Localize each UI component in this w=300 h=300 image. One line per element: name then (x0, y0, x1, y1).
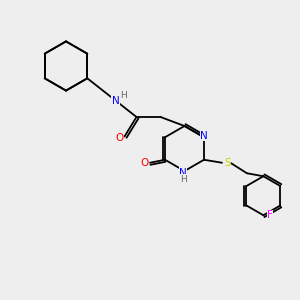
Text: F: F (267, 210, 273, 220)
Text: N: N (200, 131, 208, 141)
Text: N: N (179, 167, 187, 178)
Text: O: O (140, 158, 148, 168)
Text: N: N (112, 95, 119, 106)
Text: H: H (180, 175, 186, 184)
Text: O: O (115, 133, 123, 143)
Text: S: S (224, 158, 231, 168)
Text: H: H (121, 91, 127, 100)
